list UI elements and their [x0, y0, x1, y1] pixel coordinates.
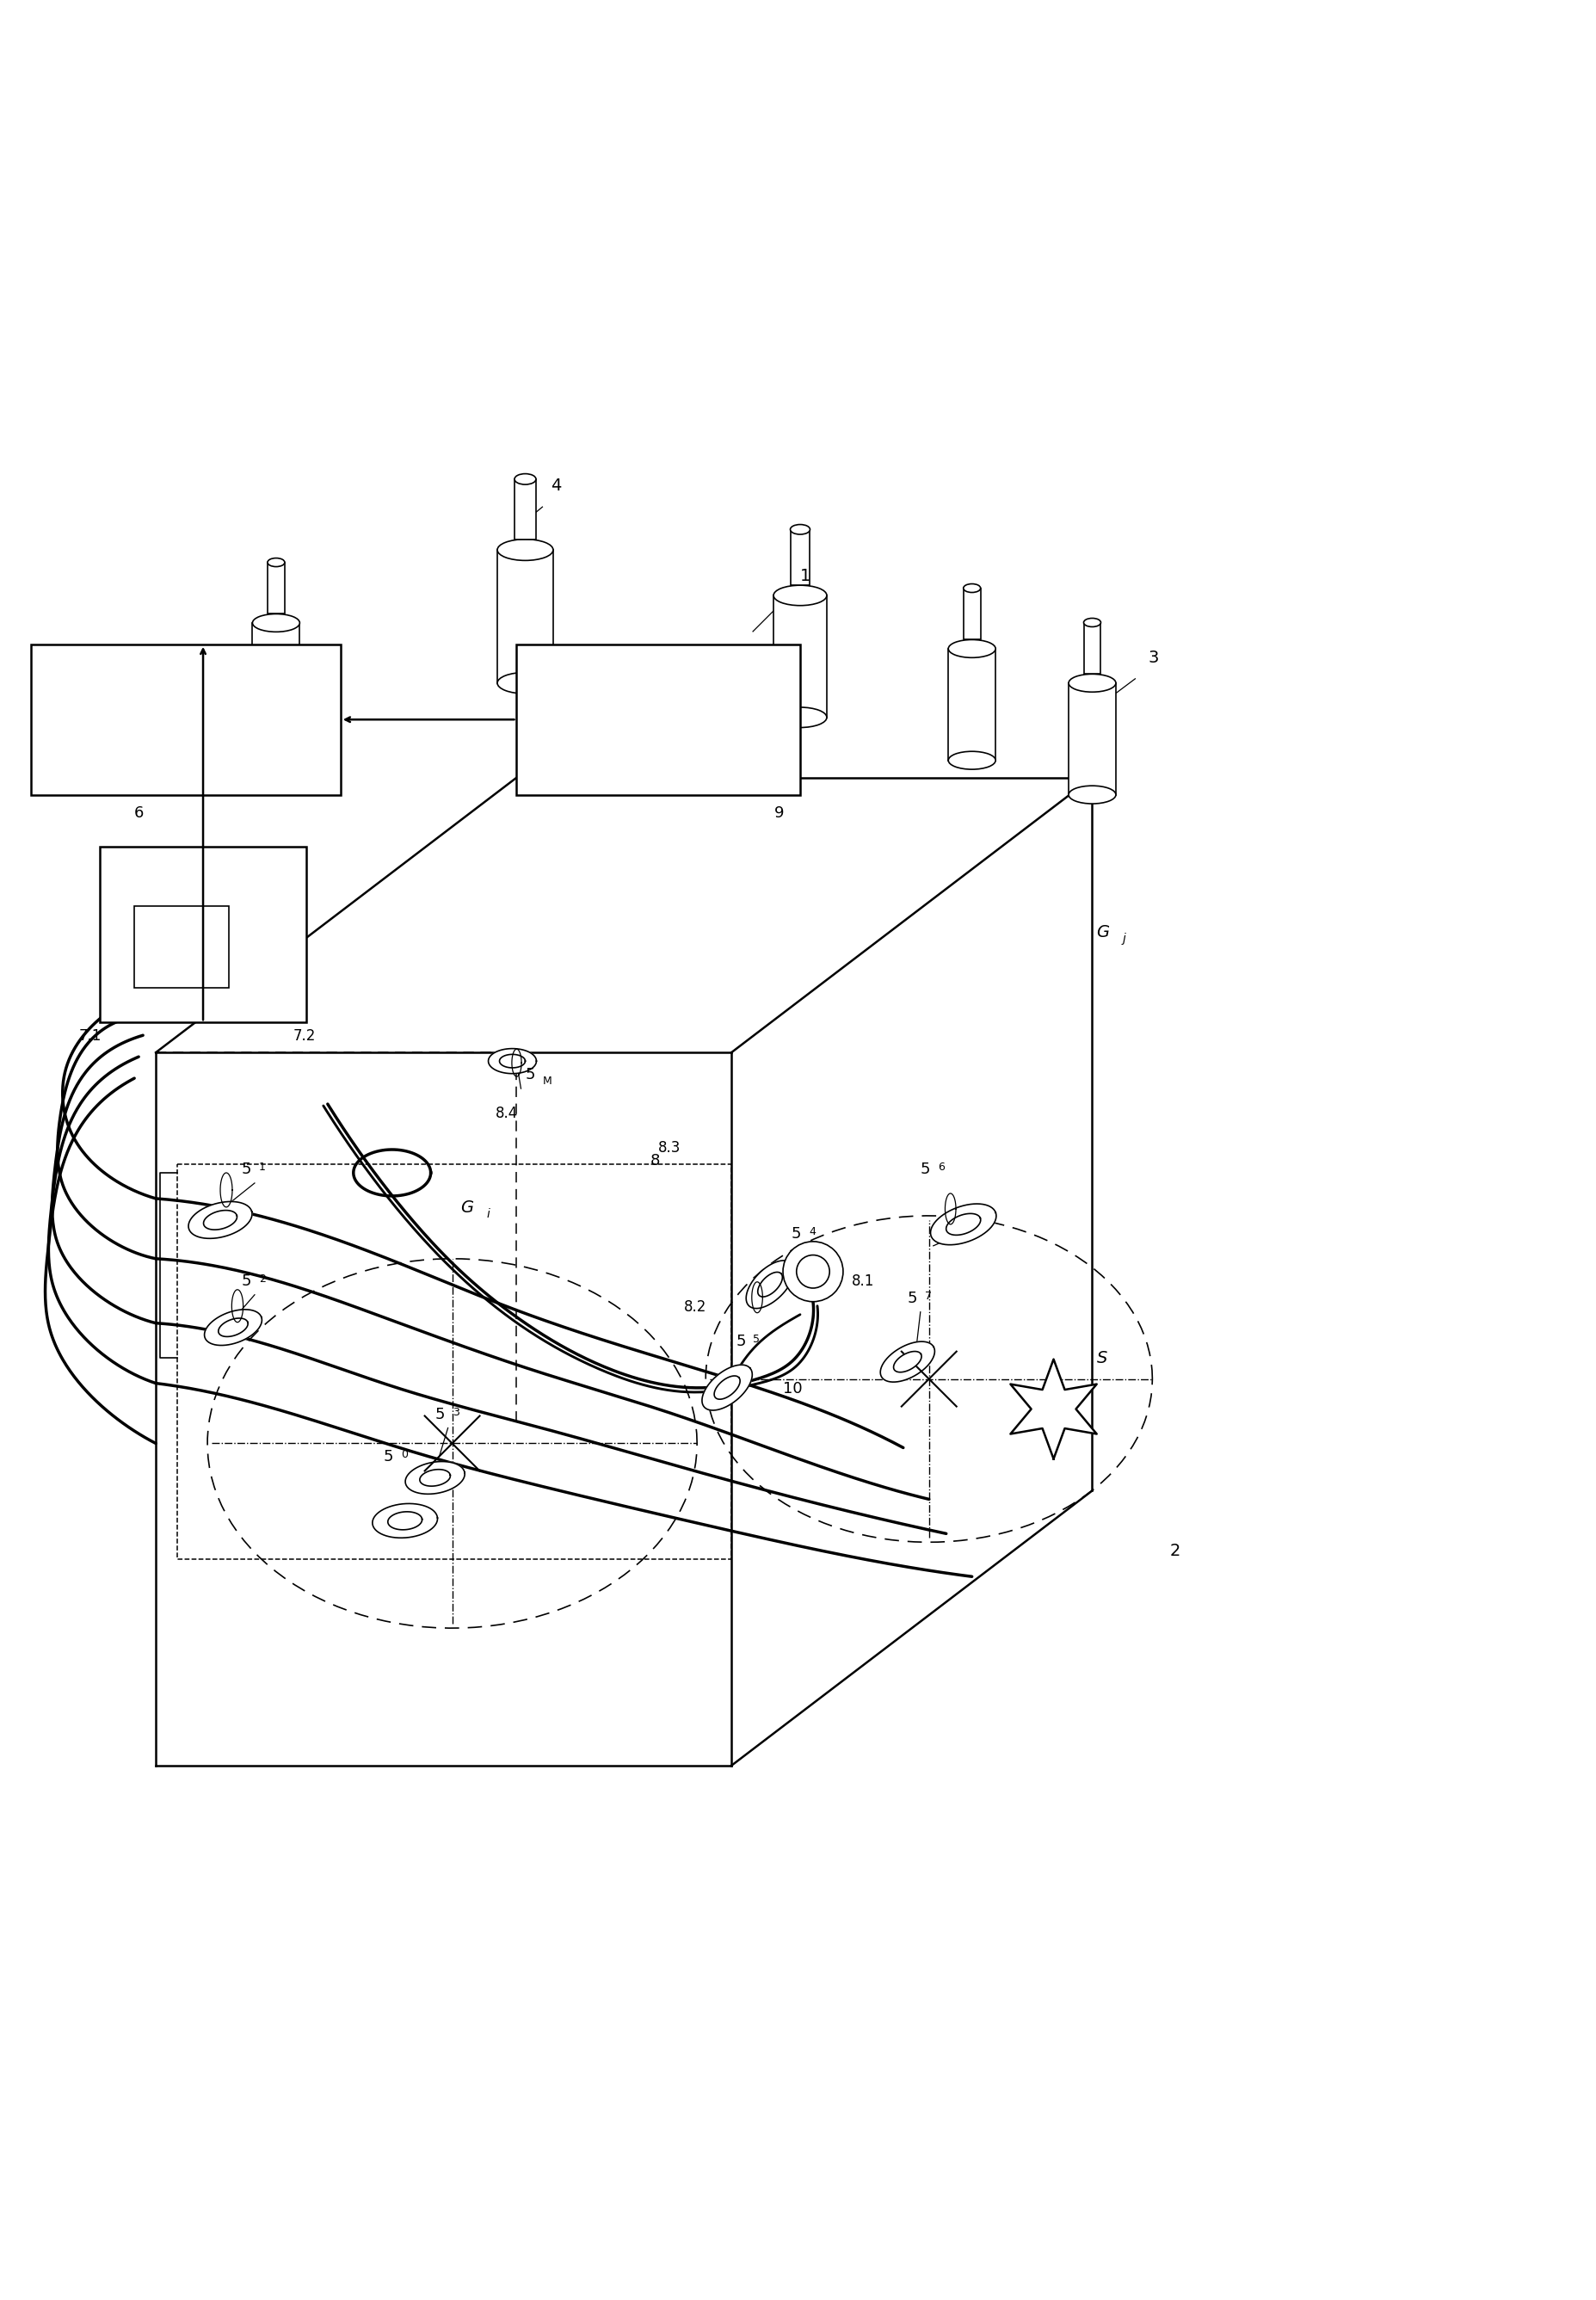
Polygon shape: [188, 1201, 252, 1237]
Text: G: G: [1096, 925, 1109, 941]
Text: 7.1: 7.1: [78, 1028, 101, 1044]
Circle shape: [796, 1256, 830, 1288]
Text: 5: 5: [241, 1274, 252, 1288]
Text: 1: 1: [259, 1162, 265, 1173]
Polygon shape: [702, 1364, 752, 1410]
Polygon shape: [388, 1511, 421, 1530]
Text: 5: 5: [792, 1226, 801, 1242]
Text: 5: 5: [736, 1334, 745, 1348]
Polygon shape: [203, 1210, 236, 1230]
Text: 3: 3: [1148, 649, 1159, 667]
Polygon shape: [420, 1470, 450, 1486]
Ellipse shape: [252, 614, 300, 632]
Text: G: G: [461, 1198, 474, 1217]
Polygon shape: [500, 1053, 525, 1067]
Ellipse shape: [772, 584, 827, 605]
Ellipse shape: [252, 724, 300, 743]
Text: 4: 4: [551, 478, 562, 494]
Polygon shape: [930, 1203, 996, 1244]
Text: 2: 2: [259, 1274, 265, 1283]
Text: 8.3: 8.3: [658, 1141, 681, 1155]
Bar: [101, 846, 306, 1024]
Text: 7.2: 7.2: [294, 1028, 316, 1044]
Text: 5: 5: [907, 1290, 918, 1306]
Text: 5: 5: [241, 1162, 252, 1178]
Text: 2: 2: [1168, 1543, 1179, 1559]
Text: 5: 5: [752, 1334, 760, 1346]
Text: 7: 7: [924, 1290, 930, 1302]
Polygon shape: [204, 1309, 262, 1346]
Text: M: M: [543, 1076, 551, 1088]
Text: 5: 5: [383, 1449, 393, 1465]
Bar: [134, 906, 228, 989]
Text: 6: 6: [134, 805, 144, 821]
Text: 5: 5: [525, 1067, 535, 1083]
Text: 8.2: 8.2: [683, 1299, 707, 1316]
Text: 1: 1: [800, 568, 811, 584]
Ellipse shape: [1068, 674, 1116, 692]
Text: 8.1: 8.1: [851, 1274, 875, 1288]
Polygon shape: [879, 1341, 934, 1382]
Text: 10: 10: [782, 1380, 803, 1396]
Bar: [1084, 623, 1100, 674]
Bar: [252, 623, 300, 734]
Ellipse shape: [496, 672, 552, 695]
Text: 5: 5: [919, 1162, 930, 1178]
Text: 8.4: 8.4: [495, 1106, 517, 1120]
Circle shape: [782, 1242, 843, 1302]
Ellipse shape: [514, 474, 536, 485]
Polygon shape: [945, 1214, 980, 1235]
Text: 4: 4: [808, 1226, 816, 1237]
Polygon shape: [745, 1260, 793, 1309]
Polygon shape: [372, 1504, 437, 1539]
Ellipse shape: [948, 752, 994, 768]
Text: 9: 9: [774, 805, 784, 821]
Bar: [496, 550, 552, 683]
Ellipse shape: [268, 559, 284, 566]
Text: i: i: [487, 1208, 490, 1219]
Ellipse shape: [496, 538, 552, 561]
Polygon shape: [713, 1375, 739, 1398]
Bar: [962, 589, 980, 639]
Ellipse shape: [772, 708, 827, 727]
Bar: [772, 596, 827, 718]
Ellipse shape: [790, 524, 809, 534]
Polygon shape: [488, 1049, 536, 1074]
Bar: [1068, 683, 1116, 796]
Bar: [514, 478, 536, 538]
Text: 3: 3: [452, 1405, 458, 1417]
Text: 5: 5: [434, 1405, 445, 1421]
Bar: [790, 529, 809, 584]
Text: j: j: [1122, 934, 1125, 945]
Text: 8: 8: [650, 1152, 659, 1168]
Bar: [32, 644, 340, 796]
Ellipse shape: [948, 639, 994, 658]
Text: 0: 0: [401, 1449, 407, 1460]
Bar: [948, 649, 994, 761]
Text: S: S: [1096, 1350, 1106, 1366]
Text: 6: 6: [937, 1162, 943, 1173]
Ellipse shape: [962, 584, 980, 593]
Ellipse shape: [1084, 619, 1100, 628]
Polygon shape: [1010, 1359, 1096, 1458]
Polygon shape: [219, 1318, 247, 1336]
Ellipse shape: [1068, 787, 1116, 803]
Polygon shape: [758, 1272, 782, 1297]
Bar: [517, 644, 800, 796]
Bar: [268, 564, 284, 614]
Polygon shape: [894, 1352, 921, 1373]
Polygon shape: [405, 1460, 464, 1495]
